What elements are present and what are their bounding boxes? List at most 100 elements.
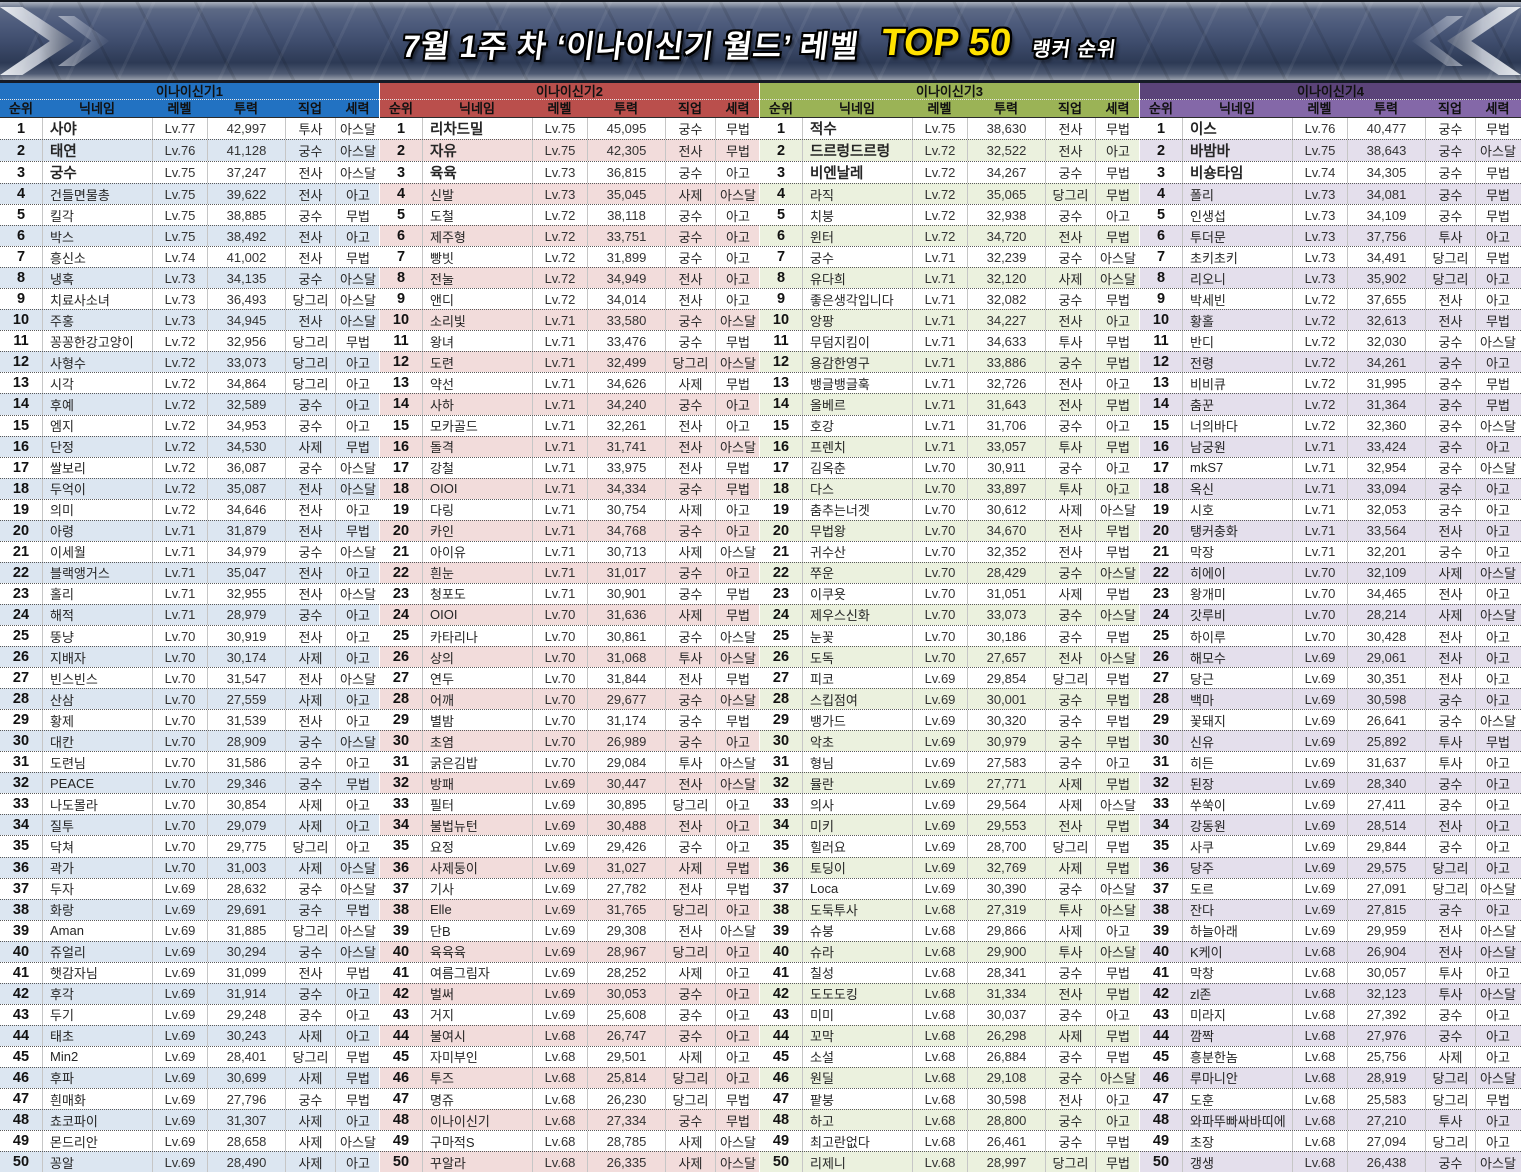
job-cell: 궁수: [1045, 878, 1095, 899]
nickname-cell: 후각: [42, 983, 152, 1004]
level-cell: Lv.72: [912, 162, 967, 183]
level-cell: Lv.69: [532, 983, 587, 1004]
rank-cell: 10: [392, 312, 410, 329]
table-row: 31 굵은김밥 Lv.70 29,084 투사 아스달: [380, 751, 759, 773]
faction-cell: 아고: [1475, 815, 1520, 836]
level-cell: Lv.68: [532, 1089, 587, 1110]
job-cell: 궁수: [1425, 352, 1475, 373]
rank-cell: 10: [1152, 312, 1170, 329]
level-cell: Lv.71: [1292, 541, 1347, 562]
level-cell: Lv.68: [532, 1152, 587, 1173]
job-cell: 궁수: [285, 140, 335, 161]
level-cell: Lv.70: [912, 457, 967, 478]
job-cell: 전사: [285, 668, 335, 689]
power-cell: 33,751: [587, 226, 665, 247]
job-cell: 궁수: [1045, 1004, 1095, 1025]
rank-cell: 8: [396, 270, 406, 287]
level-cell: Lv.70: [532, 647, 587, 668]
power-cell: 40,477: [1347, 118, 1425, 139]
faction-cell: 아고: [1475, 668, 1520, 689]
power-cell: 29,575: [1347, 857, 1425, 878]
rank-cell: 37: [1152, 880, 1170, 897]
rank-cell: 5: [1156, 207, 1166, 224]
table-row: 27 피코 Lv.69 29,854 당그리 무법: [760, 667, 1139, 689]
faction-cell: 무법: [335, 1046, 380, 1067]
faction-cell: 아고: [335, 710, 380, 731]
nickname-cell: 다링: [422, 499, 532, 520]
level-cell: Lv.73: [152, 289, 207, 310]
column-header: 순위: [1149, 101, 1173, 116]
table-row: 4 폴리 Lv.73 34,081 궁수 무법: [1140, 183, 1521, 205]
power-cell: 29,844: [1347, 836, 1425, 857]
nickname-cell: 육육육: [422, 941, 532, 962]
nickname-cell: 옥신: [1182, 478, 1292, 499]
table-row: 33 나도몰라 Lv.70 30,854 사제 아고: [0, 793, 379, 815]
faction-cell: 아스달: [1475, 920, 1520, 941]
job-cell: 사제: [1045, 773, 1095, 794]
job-cell: 당그리: [665, 794, 715, 815]
level-cell: Lv.71: [912, 415, 967, 436]
power-cell: 26,438: [1347, 1152, 1425, 1173]
table-row: 9 앤디 Lv.72 34,014 전사 아고: [380, 288, 759, 310]
faction-cell: 아스달: [1475, 878, 1520, 899]
faction-cell: 아고: [715, 941, 760, 962]
power-cell: 30,488: [587, 815, 665, 836]
faction-cell: 아고: [1475, 625, 1520, 647]
nickname-cell: 칠성: [802, 962, 912, 983]
nickname-cell: 사하: [422, 394, 532, 415]
rank-cell: 41: [772, 964, 790, 981]
nickname-cell: 도독: [802, 647, 912, 668]
level-cell: Lv.70: [532, 689, 587, 710]
column-header: 닉네임: [79, 101, 115, 116]
nickname-cell: 폴리: [1182, 184, 1292, 205]
faction-cell: 무법: [1095, 162, 1140, 183]
table-row: 21 귀수산 Lv.70 32,352 전사 무법: [760, 540, 1139, 562]
nickname-cell: 약선: [422, 373, 532, 394]
faction-cell: 아고: [1475, 1131, 1520, 1152]
table-row: 45 Min2 Lv.69 28,401 당그리 무법: [0, 1045, 380, 1067]
nickname-cell: 초장: [1182, 1131, 1292, 1152]
column-header: 투력: [994, 101, 1018, 116]
faction-cell: 아고: [1475, 773, 1520, 794]
nickname-cell: 원딜: [802, 1067, 912, 1089]
rank-cell: 19: [392, 501, 410, 518]
table-row: 48 쵸코파이 Lv.69 31,307 사제 아고: [0, 1109, 379, 1131]
table-row: 42 도도도킹 Lv.68 31,334 전사 무법: [760, 982, 1139, 1004]
nickname-cell: 춤꾼: [1182, 394, 1292, 415]
group-columns: 순위 닉네임 레벨 투력 직업 세력: [0, 100, 379, 118]
title-top50: TOP 50: [879, 21, 1014, 64]
job-cell: 궁수: [1045, 1046, 1095, 1067]
rank-cell: 30: [772, 733, 790, 750]
level-cell: Lv.72: [152, 436, 207, 457]
level-cell: Lv.72: [912, 226, 967, 247]
table-row: 43 미미 Lv.68 30,037 궁수 아고: [760, 1003, 1139, 1025]
faction-cell: 아스달: [1475, 710, 1520, 731]
level-cell: Lv.69: [912, 815, 967, 836]
power-cell: 25,756: [1347, 1046, 1425, 1067]
rank-cell: 5: [396, 207, 406, 224]
nickname-cell: 사야: [42, 118, 152, 139]
rank-cell: 36: [12, 859, 30, 876]
power-cell: 31,547: [207, 668, 285, 689]
table-row: 3 비엔날레 Lv.72 34,267 궁수 무법: [760, 161, 1139, 183]
faction-cell: 무법: [715, 710, 760, 731]
job-cell: 전사: [665, 268, 715, 289]
nickname-cell: 리제니: [802, 1152, 912, 1173]
nickname-cell: 신유: [1182, 731, 1292, 752]
rank-cell: 32: [1152, 775, 1170, 792]
nickname-cell: 황홀: [1182, 310, 1292, 331]
faction-cell: 무법: [715, 1110, 760, 1131]
job-cell: 사제: [1425, 1046, 1475, 1067]
level-cell: Lv.69: [1292, 857, 1347, 878]
nickname-cell: 황제: [42, 710, 152, 731]
table-row: 14 후예 Lv.72 32,589 궁수 아고: [0, 393, 379, 415]
rank-cell: 18: [772, 480, 790, 497]
job-cell: 궁수: [1045, 1110, 1095, 1131]
power-cell: 32,082: [967, 289, 1045, 310]
nickname-cell: 프렌치: [802, 436, 912, 457]
faction-cell: 아스달: [335, 289, 380, 310]
power-cell: 27,411: [1347, 794, 1425, 815]
job-cell: 전사: [1045, 815, 1095, 836]
rank-cell: 39: [772, 922, 790, 939]
table-row: 22 흰눈 Lv.71 31,017 궁수 아고: [380, 561, 759, 583]
